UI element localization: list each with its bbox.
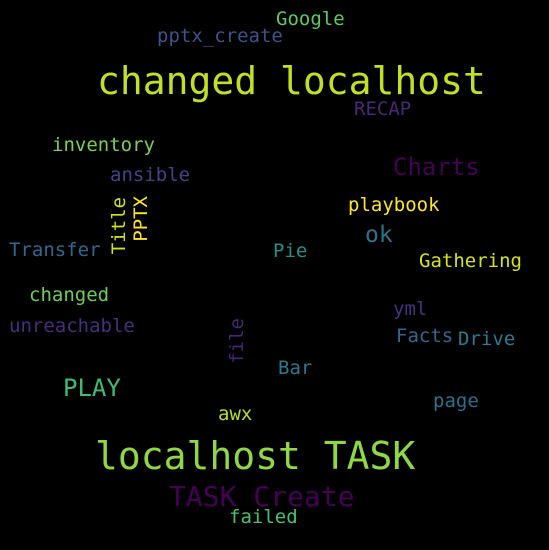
word-task-create: TASK Create: [169, 480, 355, 513]
word-bar: Bar: [278, 357, 313, 379]
word-playbook: playbook: [348, 194, 440, 216]
word-page: page: [433, 390, 479, 412]
word-localhost-task: localhost TASK: [95, 434, 416, 478]
word-inventory: inventory: [52, 134, 155, 156]
word-changed: changed: [29, 284, 110, 306]
word-google: Google: [276, 8, 345, 30]
word-recap: RECAP: [354, 98, 412, 120]
word-pptx: PPTX: [130, 196, 152, 242]
word-drive: Drive: [458, 328, 516, 350]
word-title: Title: [108, 197, 130, 255]
word-play: PLAY: [63, 374, 121, 402]
word-changed-localhost: changed localhost: [97, 59, 486, 103]
word-facts: Facts: [396, 325, 454, 347]
word-file: file: [226, 318, 248, 364]
word-awx: awx: [218, 403, 253, 425]
word-pie: Pie: [273, 240, 308, 262]
word-gathering: Gathering: [419, 250, 522, 272]
word-ok: ok: [365, 222, 393, 248]
word-yml: yml: [393, 298, 428, 320]
word-unreachable: unreachable: [9, 315, 135, 337]
word-pptx-create: pptx_create: [157, 25, 283, 47]
word-failed: failed: [229, 506, 298, 528]
word-transfer: Transfer: [9, 239, 101, 261]
word-ansible: ansible: [110, 164, 191, 186]
word-charts: Charts: [393, 153, 480, 181]
